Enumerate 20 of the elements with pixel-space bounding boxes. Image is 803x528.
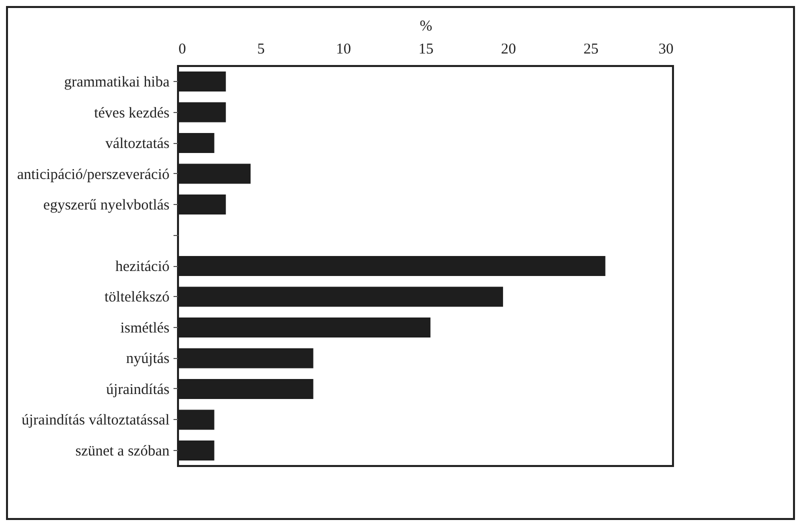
y-tick-label: grammatikai hiba [64,74,170,91]
y-tick-label: újraindítás [106,382,170,398]
x-tick-label: 25 [584,42,598,58]
y-tick-label: szünet a szóban [75,443,170,460]
y-tick-label: nyújtás [126,351,170,368]
y-tick-label: hezitáció [115,259,170,275]
y-tick-label: töltelékszó [104,290,170,306]
y-tick-label: újraindítás változtatással [22,412,170,429]
x-axis-title: % [420,18,432,34]
x-tick-label: 20 [501,42,516,58]
y-tick-label: téves kezdés [94,105,170,122]
x-tick-label: 15 [418,42,434,58]
x-tick-label: 0 [178,42,186,58]
x-tick-label: 10 [336,42,351,58]
y-tick-label: egyszerű nyelvbotlás [43,198,170,214]
y-tick-label: változtatás [105,136,170,152]
y-tick-label: anticipáció/perszeveráció [17,166,170,183]
x-tick-label: 30 [658,42,674,58]
x-tick-label: 5 [257,42,265,58]
y-tick-label: ismétlés [120,320,170,336]
